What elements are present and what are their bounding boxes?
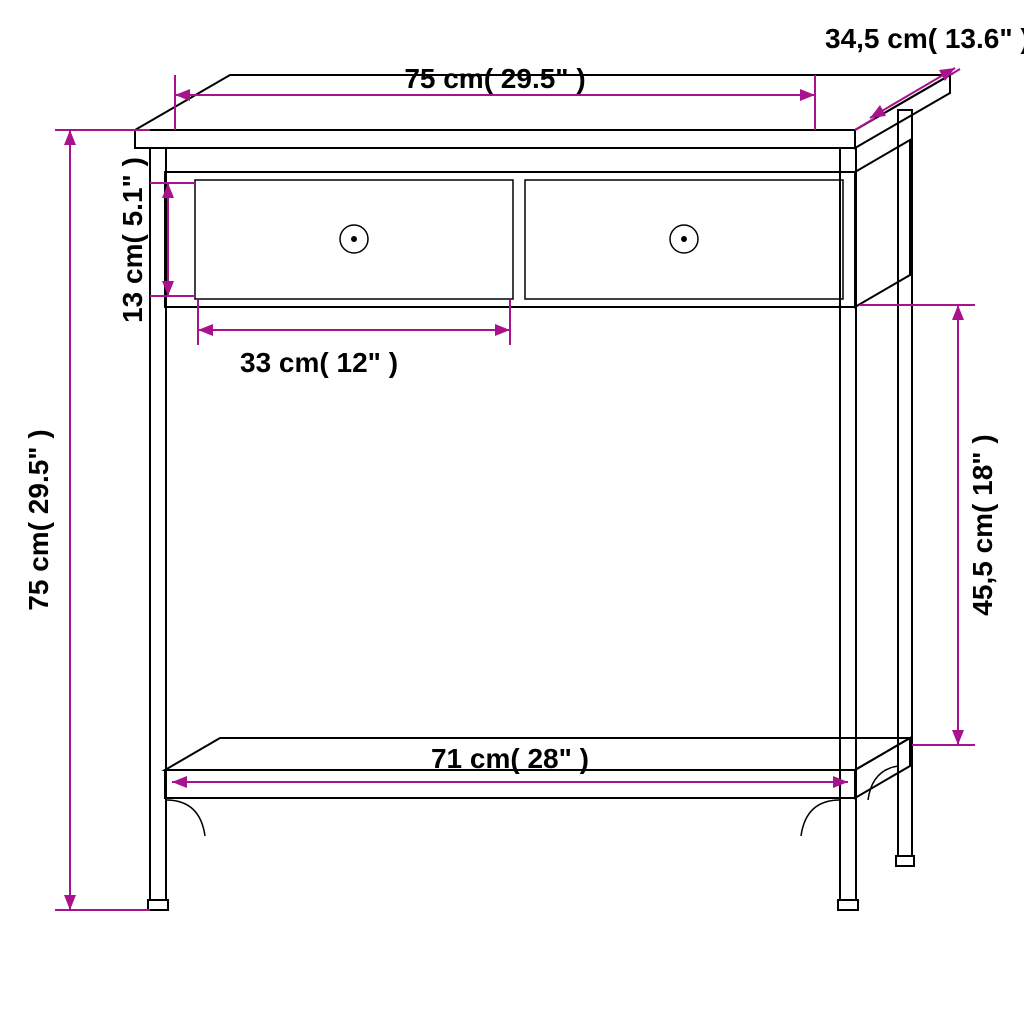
label-drawer-w: 33 cm( 12" ) bbox=[240, 347, 398, 378]
brace-rr bbox=[868, 766, 898, 800]
dimension-diagram: 75 cm( 29.5" ) 34,5 cm( 13.6" ) 13 cm( 5… bbox=[0, 0, 1024, 1024]
dim-shelf-w bbox=[172, 776, 848, 788]
knob-right-dot bbox=[681, 236, 687, 242]
tabletop-front bbox=[135, 130, 855, 148]
brace-fl bbox=[166, 800, 205, 836]
drawer-band-side bbox=[855, 140, 910, 307]
knob-left-dot bbox=[351, 236, 357, 242]
leg-front-left bbox=[150, 148, 166, 900]
dim-drawer-h bbox=[150, 183, 195, 296]
dim-open-h bbox=[860, 305, 975, 745]
dimension-lines bbox=[55, 68, 975, 910]
label-width-top: 75 cm( 29.5" ) bbox=[404, 63, 585, 94]
shelf-front bbox=[165, 770, 855, 798]
foot-rr bbox=[896, 856, 914, 866]
foot-fl bbox=[148, 900, 168, 910]
dimension-labels: 75 cm( 29.5" ) 34,5 cm( 13.6" ) 13 cm( 5… bbox=[23, 23, 1024, 774]
shelf-right bbox=[855, 738, 910, 798]
tabletop-right bbox=[855, 75, 950, 148]
drawer-band bbox=[165, 172, 855, 307]
label-open-h: 45,5 cm( 18" ) bbox=[967, 434, 998, 615]
label-shelf-w: 71 cm( 28" ) bbox=[431, 743, 589, 774]
label-height-total: 75 cm( 29.5" ) bbox=[23, 429, 54, 610]
brace-fr bbox=[801, 800, 840, 836]
label-depth: 34,5 cm( 13.6" ) bbox=[825, 23, 1024, 54]
label-drawer-h: 13 cm( 5.1" ) bbox=[117, 157, 148, 323]
furniture-drawing bbox=[135, 75, 950, 910]
foot-fr bbox=[838, 900, 858, 910]
